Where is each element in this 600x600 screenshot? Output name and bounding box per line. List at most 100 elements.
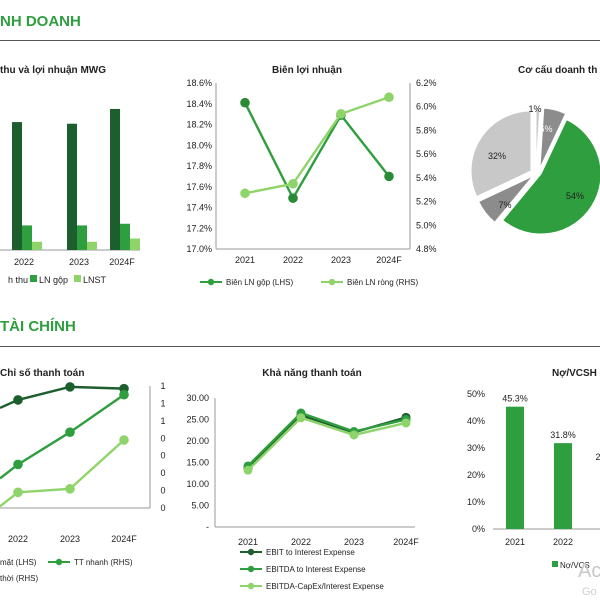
legend-label: Biên LN ròng (RHS) bbox=[347, 278, 418, 287]
legend-marker bbox=[328, 278, 336, 286]
legend-label: h thu bbox=[8, 275, 28, 285]
bar bbox=[67, 123, 77, 250]
y-tick-label: 0 bbox=[160, 451, 165, 461]
bar bbox=[120, 223, 130, 250]
data-point bbox=[349, 430, 359, 440]
data-label: 2 bbox=[595, 452, 600, 462]
y-tick-label: 0 bbox=[160, 503, 165, 513]
y-tick-label: 5.8% bbox=[416, 125, 437, 135]
data-point bbox=[240, 97, 250, 108]
y-tick-label: 18.6% bbox=[186, 78, 212, 88]
y-tick-label: 17.4% bbox=[186, 203, 212, 213]
data-point bbox=[119, 389, 129, 400]
series-line bbox=[0, 439, 125, 508]
data-point bbox=[288, 193, 298, 203]
series-line bbox=[247, 411, 407, 467]
bar bbox=[87, 241, 97, 250]
data-label: 45.3% bbox=[502, 394, 528, 404]
y-tick-label: - bbox=[206, 522, 209, 532]
watermark-text: Ac bbox=[578, 560, 600, 582]
pie-slice bbox=[478, 175, 534, 223]
watermark-subtext: Go bbox=[582, 586, 597, 598]
pie-slice bbox=[470, 110, 532, 198]
legend-label: LN gộp bbox=[39, 275, 68, 285]
data-point bbox=[336, 109, 346, 119]
data-point bbox=[13, 459, 23, 470]
bar bbox=[12, 122, 22, 250]
legend-label: EBITDA-CapEx/Interest Expense bbox=[266, 582, 384, 591]
bar bbox=[554, 443, 572, 529]
x-tick-label: 2024F bbox=[111, 534, 137, 544]
data-point bbox=[65, 382, 75, 392]
data-point bbox=[384, 171, 394, 182]
y-tick-label: 20% bbox=[467, 470, 485, 480]
bar bbox=[506, 406, 524, 529]
y-tick-label: 18.0% bbox=[186, 140, 212, 150]
slice-label: 1% bbox=[528, 104, 541, 114]
series-line bbox=[0, 393, 125, 480]
y-tick-label: 40% bbox=[467, 416, 485, 426]
x-tick-label: 2024F bbox=[109, 257, 135, 267]
y-tick-label: 6.2% bbox=[416, 78, 437, 88]
data-point bbox=[288, 178, 298, 189]
y-tick-label: 50% bbox=[467, 389, 485, 399]
slice-label: 54% bbox=[566, 191, 584, 201]
y-tick-label: 18.2% bbox=[186, 120, 212, 130]
y-tick-label: 6.0% bbox=[416, 102, 437, 112]
y-tick-label: 10% bbox=[467, 497, 485, 507]
data-point bbox=[13, 487, 23, 498]
y-tick-label: 20.00 bbox=[186, 436, 209, 446]
bar bbox=[22, 225, 32, 250]
legend-label: mặt (LHS) bbox=[0, 558, 37, 567]
legend-marker bbox=[55, 558, 63, 566]
chart-title: Biên lợi nhuận bbox=[272, 65, 342, 76]
bar bbox=[77, 225, 87, 250]
data-point bbox=[296, 413, 306, 423]
y-tick-label: 0% bbox=[472, 524, 485, 534]
legend-swatch bbox=[74, 275, 81, 282]
y-tick-label: 1 bbox=[160, 381, 165, 391]
data-point bbox=[240, 188, 250, 199]
chart-title: Chỉ số thanh toán bbox=[0, 367, 84, 379]
y-tick-label: 30.00 bbox=[186, 393, 209, 403]
x-tick-label: 2022 bbox=[291, 537, 311, 547]
section-divider bbox=[0, 346, 600, 347]
legend-label: EBIT to Interest Expense bbox=[266, 548, 355, 557]
y-tick-label: 0 bbox=[160, 486, 165, 496]
data-label: 31.8% bbox=[550, 430, 576, 440]
series-line bbox=[243, 102, 390, 201]
x-tick-label: 2023 bbox=[69, 257, 89, 267]
legend-label: thời (RHS) bbox=[0, 574, 38, 583]
legend-label: Biên LN gộp (LHS) bbox=[226, 278, 293, 287]
x-tick-label: 2022 bbox=[283, 255, 303, 265]
chart-title: Nợ/VCSH bbox=[552, 368, 597, 379]
data-point bbox=[401, 418, 411, 428]
section-title-finance: TÀI CHÍNH bbox=[0, 318, 76, 335]
legend-swatch bbox=[552, 561, 558, 567]
legend-swatch bbox=[30, 275, 37, 282]
y-tick-label: 18.4% bbox=[186, 99, 212, 109]
y-tick-label: 5.00 bbox=[191, 501, 209, 511]
legend-marker bbox=[247, 582, 255, 590]
y-tick-label: 1 bbox=[160, 416, 165, 426]
series-line bbox=[247, 416, 407, 472]
chart-title: Cơ cấu doanh th bbox=[518, 64, 597, 76]
slice-label: 6% bbox=[539, 124, 552, 134]
x-tick-label: 2023 bbox=[60, 534, 80, 544]
legend-label: Nợ/VCS bbox=[560, 561, 590, 570]
data-point bbox=[65, 484, 75, 494]
data-point bbox=[119, 435, 129, 445]
pie-slice bbox=[502, 119, 600, 235]
y-tick-label: 1 bbox=[160, 398, 165, 408]
x-tick-label: 2022 bbox=[8, 534, 28, 544]
y-tick-label: 15.00 bbox=[186, 458, 209, 468]
y-tick-label: 25.00 bbox=[186, 415, 209, 425]
legend-marker bbox=[207, 278, 215, 286]
x-tick-label: 2023 bbox=[331, 255, 351, 265]
bar bbox=[32, 241, 42, 250]
series-line bbox=[244, 96, 390, 195]
x-tick-label: 2023 bbox=[344, 537, 364, 547]
y-tick-label: 17.2% bbox=[186, 223, 212, 233]
legend-label: LNST bbox=[83, 275, 107, 285]
legend-marker bbox=[247, 548, 255, 556]
